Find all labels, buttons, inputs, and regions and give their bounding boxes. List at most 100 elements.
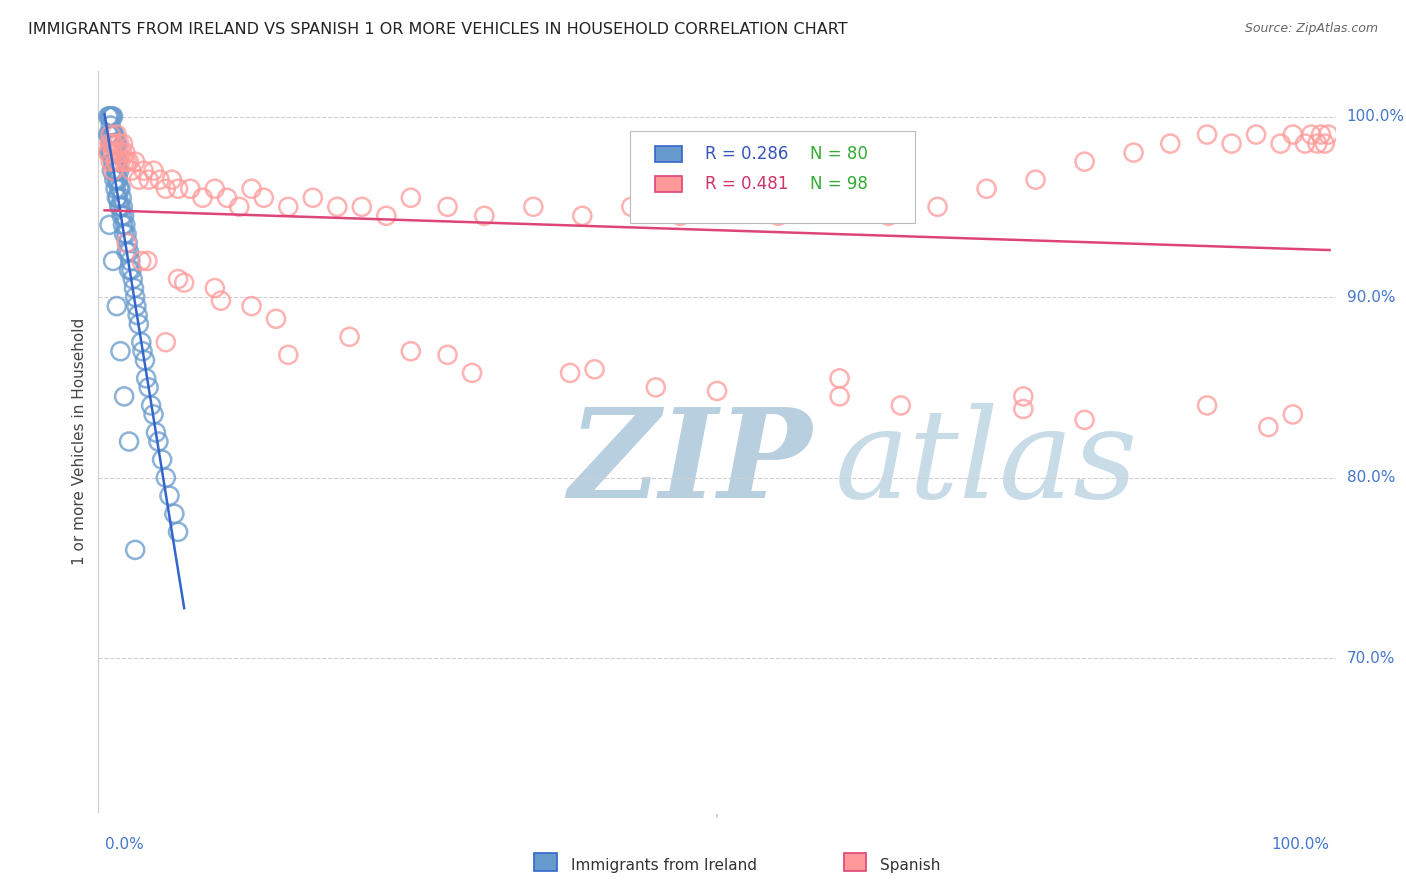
Point: [115, 154, 138, 169]
Point: [472, 209, 495, 223]
Point: [669, 209, 692, 223]
Point: [112, 227, 135, 241]
Text: atlas: atlas: [835, 403, 1137, 524]
Text: N = 80: N = 80: [810, 145, 868, 163]
Point: [159, 489, 181, 503]
Point: [828, 389, 851, 403]
Point: [104, 182, 127, 196]
Point: [101, 110, 124, 124]
FancyBboxPatch shape: [655, 176, 682, 192]
Point: [155, 335, 177, 350]
Point: [1012, 389, 1035, 403]
Point: [1073, 154, 1095, 169]
Point: [927, 200, 949, 214]
Text: Spanish: Spanish: [880, 858, 941, 872]
Point: [215, 191, 238, 205]
Point: [105, 163, 128, 178]
Point: [98, 128, 121, 142]
Point: [101, 145, 124, 160]
Point: [138, 380, 160, 394]
Point: [101, 128, 124, 142]
Text: 90.0%: 90.0%: [1347, 290, 1395, 304]
Point: [114, 218, 136, 232]
Point: [1012, 402, 1035, 417]
Point: [301, 191, 323, 205]
Point: [142, 408, 165, 422]
Point: [110, 154, 132, 169]
Point: [110, 344, 132, 359]
Point: [145, 425, 167, 440]
Point: [112, 209, 135, 223]
Point: [148, 434, 170, 449]
Point: [101, 136, 124, 151]
Text: 100.0%: 100.0%: [1271, 837, 1330, 852]
Point: [1220, 136, 1243, 151]
Point: [101, 110, 124, 124]
Point: [111, 145, 134, 160]
Point: [173, 276, 195, 290]
Point: [155, 182, 177, 196]
Point: [1073, 413, 1095, 427]
Point: [101, 154, 124, 169]
Point: [104, 154, 127, 169]
Point: [976, 182, 998, 196]
Point: [112, 154, 135, 169]
Point: [103, 136, 125, 151]
Point: [104, 163, 127, 178]
Point: [132, 163, 155, 178]
Point: [558, 366, 581, 380]
Point: [1310, 128, 1333, 142]
Point: [131, 344, 153, 359]
Point: [97, 110, 120, 124]
Point: [108, 136, 131, 151]
Point: [1197, 128, 1219, 142]
Point: [115, 235, 138, 250]
Point: [150, 452, 173, 467]
Text: Immigrants from Ireland: Immigrants from Ireland: [571, 858, 756, 872]
Point: [104, 154, 127, 169]
Point: [105, 128, 128, 142]
Point: [136, 254, 159, 268]
Point: [339, 330, 361, 344]
Point: [104, 136, 127, 151]
Point: [111, 136, 134, 151]
Point: [118, 154, 141, 169]
Point: [118, 244, 141, 259]
Point: [120, 254, 142, 268]
Point: [1306, 136, 1329, 151]
Point: [1294, 136, 1316, 151]
Point: [107, 154, 129, 169]
Point: [98, 110, 121, 124]
Point: [128, 172, 150, 186]
Point: [1282, 408, 1305, 422]
Point: [1197, 399, 1219, 413]
Point: [209, 293, 232, 308]
Point: [1244, 128, 1267, 142]
Point: [718, 200, 741, 214]
Point: [105, 154, 128, 169]
Point: [103, 128, 125, 142]
Point: [103, 136, 125, 151]
Point: [100, 136, 122, 151]
Point: [264, 311, 287, 326]
Point: [97, 145, 120, 160]
Point: [115, 227, 138, 241]
Point: [111, 191, 134, 205]
Point: [139, 399, 162, 413]
Point: [101, 136, 124, 151]
Point: [706, 384, 728, 398]
Point: [828, 371, 851, 385]
Point: [583, 362, 606, 376]
Point: [100, 128, 122, 142]
FancyBboxPatch shape: [655, 146, 682, 162]
Text: 0.0%: 0.0%: [104, 837, 143, 852]
Point: [105, 191, 128, 205]
Point: [326, 200, 349, 214]
Point: [108, 163, 131, 178]
Point: [121, 163, 143, 178]
Text: 100.0%: 100.0%: [1347, 109, 1405, 124]
Point: [1313, 136, 1336, 151]
Text: Source: ZipAtlas.com: Source: ZipAtlas.com: [1244, 22, 1378, 36]
Point: [163, 507, 186, 521]
Point: [571, 209, 593, 223]
